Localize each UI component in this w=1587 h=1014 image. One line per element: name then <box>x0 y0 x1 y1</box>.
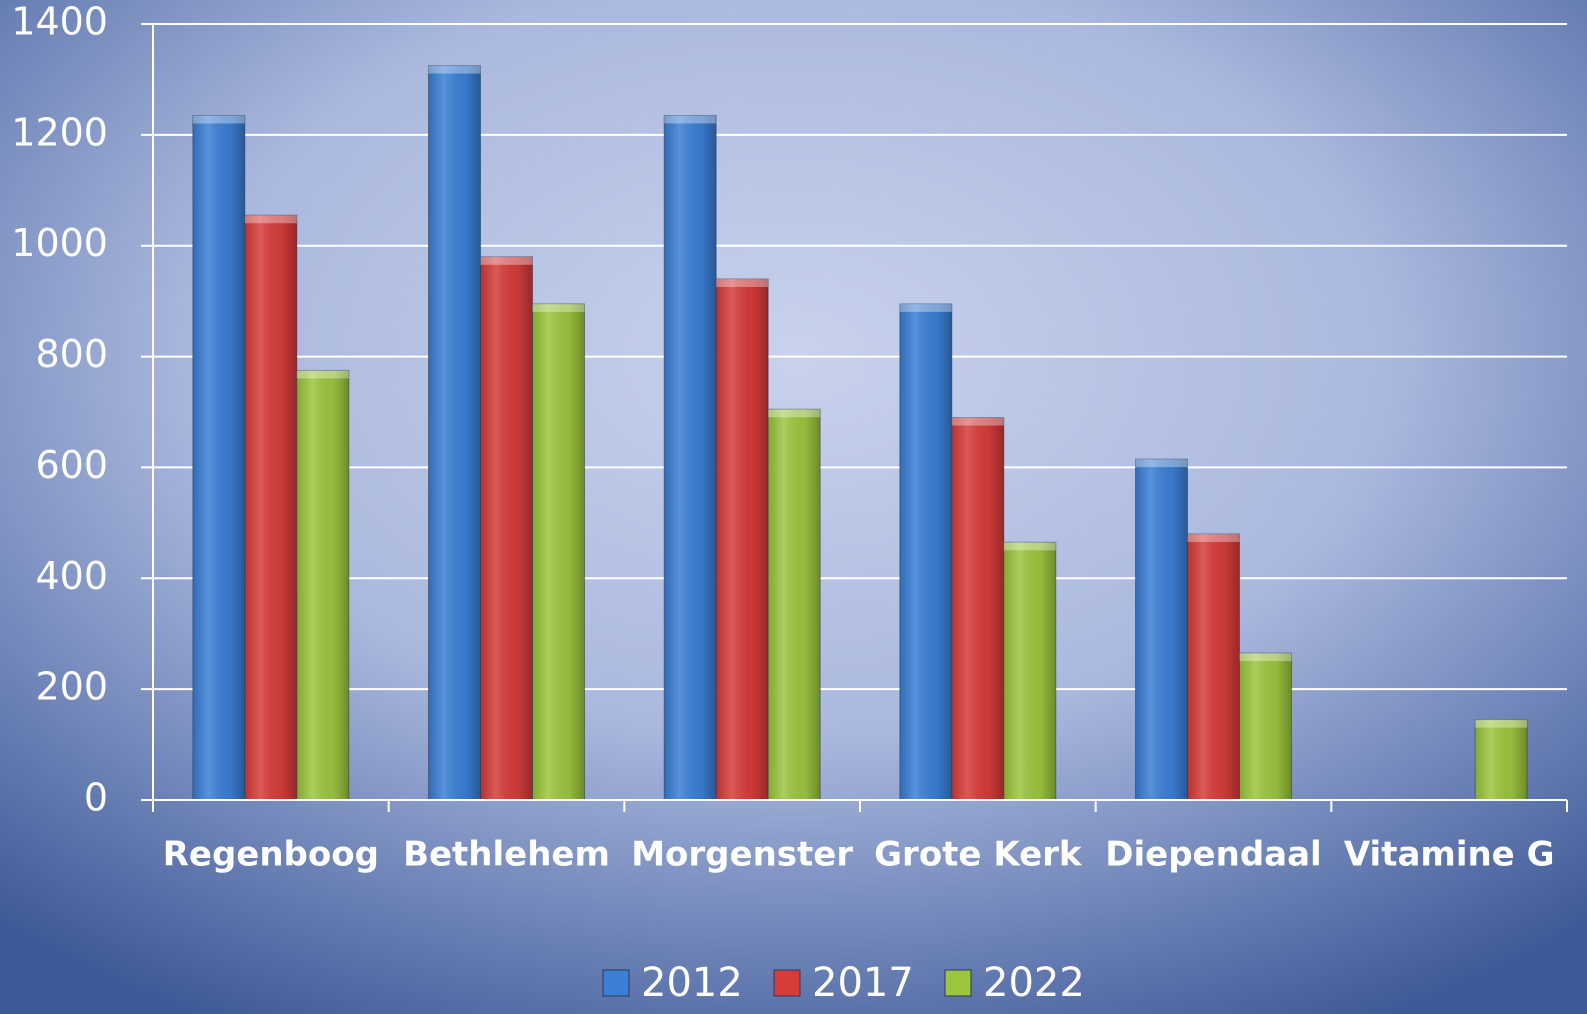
bar-shine <box>296 370 349 800</box>
bar-cap <box>428 65 481 74</box>
y-tick-label: 400 <box>35 554 108 598</box>
bar-cap <box>532 303 585 312</box>
bar-shine <box>716 278 769 800</box>
legend-label: 2022 <box>983 960 1085 1006</box>
y-tick-label: 200 <box>35 665 108 709</box>
bar-cap <box>1475 719 1528 728</box>
legend-label: 2017 <box>812 960 914 1006</box>
bar-shine <box>1003 542 1056 800</box>
y-tick-label: 1200 <box>11 110 108 154</box>
legend-label: 2012 <box>641 960 743 1006</box>
legend-swatch <box>944 969 972 997</box>
bar-cap <box>951 417 1004 426</box>
bar-cap <box>192 115 245 124</box>
y-tick-label: 600 <box>35 443 108 487</box>
bar-shine <box>1135 459 1188 800</box>
bar-shine <box>1239 653 1292 800</box>
bar-cap <box>1135 459 1188 468</box>
bar-cap <box>1003 542 1056 551</box>
bar-cap <box>664 115 717 124</box>
bar-shine <box>899 303 952 800</box>
bar-cap <box>296 370 349 379</box>
y-tick-label: 1000 <box>11 221 108 265</box>
bar-cap <box>768 409 821 418</box>
x-tick-label: Vitamine G <box>1344 835 1555 875</box>
legend-swatch <box>773 969 801 997</box>
bar-cap <box>244 215 297 224</box>
bar-cap <box>899 303 952 312</box>
x-tick-label: Grote Kerk <box>874 835 1083 875</box>
bar-shine <box>1475 719 1528 800</box>
bar-shine <box>532 303 585 800</box>
bar-shine <box>1187 533 1240 800</box>
bar-cap <box>1187 533 1240 542</box>
x-tick-label: Bethlehem <box>403 835 610 875</box>
x-tick-label: Diependaal <box>1105 835 1321 875</box>
x-tick-label: Regenboog <box>163 835 379 875</box>
bar-cap <box>480 256 533 265</box>
bar-shine <box>244 215 297 800</box>
bar-shine <box>480 256 533 800</box>
y-tick-label: 0 <box>84 776 108 820</box>
bar-shine <box>768 409 821 800</box>
legend-swatch <box>602 969 630 997</box>
y-tick-label: 1400 <box>11 0 108 44</box>
bar-shine <box>951 417 1004 800</box>
bar-shine <box>428 65 481 801</box>
bar-shine <box>664 115 717 800</box>
bar-shine <box>192 115 245 800</box>
y-tick-label: 800 <box>35 332 108 376</box>
bar-cap <box>716 278 769 287</box>
bar-cap <box>1239 653 1292 662</box>
x-tick-label: Morgenster <box>631 835 853 875</box>
